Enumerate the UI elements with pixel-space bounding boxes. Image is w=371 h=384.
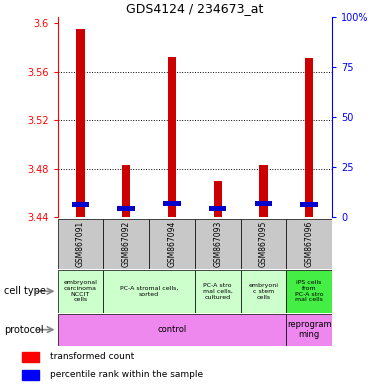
Bar bbox=[305, 58, 313, 217]
Bar bbox=[209, 206, 226, 211]
FancyBboxPatch shape bbox=[286, 314, 332, 346]
Text: iPS cells
from
PC-A stro
mal cells: iPS cells from PC-A stro mal cells bbox=[295, 280, 324, 303]
Bar bbox=[259, 165, 267, 217]
FancyBboxPatch shape bbox=[103, 219, 149, 269]
Bar bbox=[122, 165, 130, 217]
Text: transformed count: transformed count bbox=[50, 353, 134, 361]
FancyBboxPatch shape bbox=[286, 270, 332, 313]
Text: GSM867091: GSM867091 bbox=[76, 221, 85, 267]
Bar bbox=[22, 370, 39, 380]
Text: embryonal
carcinoma
NCCIT
cells: embryonal carcinoma NCCIT cells bbox=[63, 280, 97, 303]
FancyBboxPatch shape bbox=[240, 270, 286, 313]
Text: GSM867096: GSM867096 bbox=[305, 221, 313, 267]
Text: GSM867093: GSM867093 bbox=[213, 221, 222, 267]
Bar bbox=[301, 202, 318, 207]
FancyBboxPatch shape bbox=[286, 219, 332, 269]
Text: control: control bbox=[157, 325, 187, 334]
FancyBboxPatch shape bbox=[195, 270, 240, 313]
Bar bbox=[22, 352, 39, 362]
Text: protocol: protocol bbox=[4, 324, 43, 335]
Text: embryoni
c stem
cells: embryoni c stem cells bbox=[249, 283, 278, 300]
FancyBboxPatch shape bbox=[149, 219, 195, 269]
FancyBboxPatch shape bbox=[58, 314, 286, 346]
Text: GSM867092: GSM867092 bbox=[122, 221, 131, 267]
FancyBboxPatch shape bbox=[103, 270, 195, 313]
Title: GDS4124 / 234673_at: GDS4124 / 234673_at bbox=[126, 2, 263, 15]
Bar bbox=[118, 206, 135, 211]
Text: GSM867095: GSM867095 bbox=[259, 221, 268, 267]
Bar bbox=[72, 202, 89, 207]
Text: cell type: cell type bbox=[4, 286, 46, 296]
Bar bbox=[168, 57, 176, 217]
FancyBboxPatch shape bbox=[58, 219, 103, 269]
Bar bbox=[163, 201, 181, 206]
Text: PC-A stro
mal cells,
cultured: PC-A stro mal cells, cultured bbox=[203, 283, 233, 300]
FancyBboxPatch shape bbox=[240, 219, 286, 269]
Bar bbox=[255, 201, 272, 206]
Text: GSM867094: GSM867094 bbox=[167, 221, 176, 267]
FancyBboxPatch shape bbox=[58, 270, 103, 313]
Bar bbox=[76, 30, 85, 217]
Text: PC-A stromal cells,
sorted: PC-A stromal cells, sorted bbox=[120, 286, 178, 297]
Text: reprogram
ming: reprogram ming bbox=[287, 320, 331, 339]
Text: percentile rank within the sample: percentile rank within the sample bbox=[50, 371, 203, 379]
Bar bbox=[214, 180, 222, 217]
FancyBboxPatch shape bbox=[195, 219, 240, 269]
